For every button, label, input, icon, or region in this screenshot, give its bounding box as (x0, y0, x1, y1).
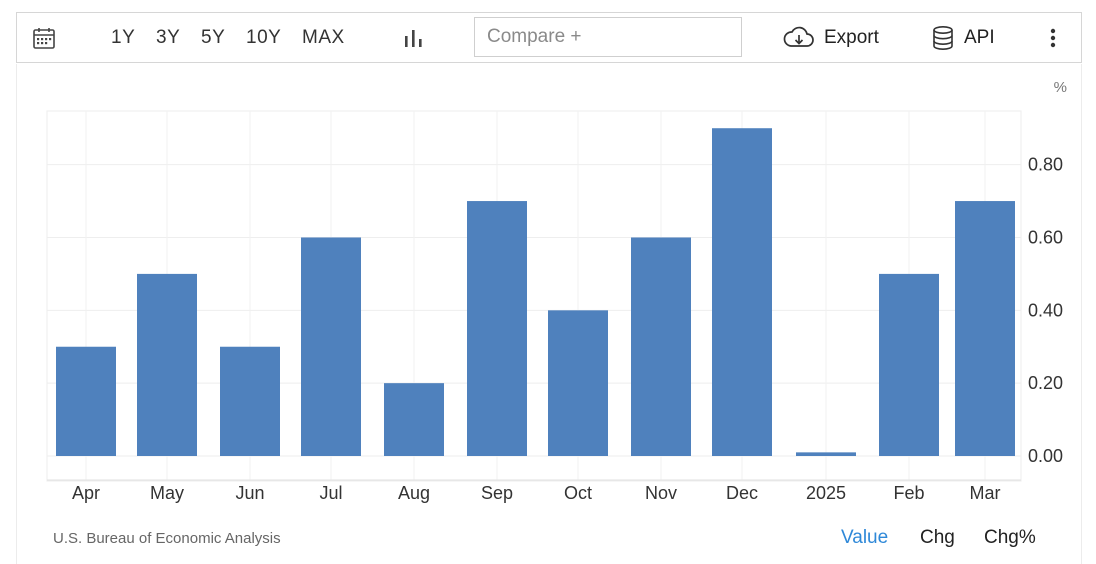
export-label: Export (824, 26, 879, 48)
x-tick-label: 2025 (806, 483, 846, 503)
x-tick-label: Dec (726, 483, 758, 503)
tab-chg[interactable]: Chg (920, 527, 955, 548)
bar-feb[interactable] (879, 273, 939, 456)
x-tick-label: Nov (645, 483, 677, 503)
source-label: U.S. Bureau of Economic Analysis (53, 530, 281, 547)
range-5y-button[interactable]: 5Y (201, 26, 226, 48)
api-label: API (964, 26, 995, 48)
x-tick-label: Jun (235, 483, 264, 503)
more-vertical-icon[interactable] (1049, 13, 1057, 62)
bar-dec[interactable] (712, 128, 772, 457)
x-tick-label: Aug (398, 483, 430, 503)
x-tick-label: Apr (72, 483, 100, 503)
database-icon (933, 25, 953, 50)
bar-mar[interactable] (955, 201, 1015, 456)
y-tick-label: 0.80 (1028, 155, 1063, 175)
range-3y-button[interactable]: 3Y (156, 26, 181, 48)
bar-may[interactable] (137, 273, 197, 456)
x-tick-label: May (150, 483, 184, 503)
chart-toolbar: 1Y 3Y 5Y 10Y MAX Compare + Export API (16, 12, 1082, 63)
bar-aug[interactable] (384, 383, 444, 456)
tab-value[interactable]: Value (841, 527, 889, 548)
calendar-icon[interactable] (32, 13, 56, 62)
bar-apr[interactable] (56, 346, 116, 456)
bar-nov[interactable] (631, 237, 691, 456)
bar-sep[interactable] (467, 201, 527, 456)
range-10y-button[interactable]: 10Y (246, 26, 282, 48)
range-max-button[interactable]: MAX (302, 26, 345, 48)
bar-chart: % 0.00 0.20 0.40 0.60 0.80 Apr May Jun Jul Aug Sep O… (46, 79, 1067, 503)
tab-chg-percent[interactable]: Chg% (984, 527, 1036, 548)
x-tick-label: Mar (970, 483, 1001, 503)
bar-jul[interactable] (301, 237, 361, 456)
x-tick-label: Jul (319, 483, 342, 503)
range-1y-button[interactable]: 1Y (111, 26, 136, 48)
bar-2025[interactable] (796, 452, 856, 456)
unit-label: % (1054, 79, 1067, 96)
x-tick-label: Feb (893, 483, 924, 503)
api-button[interactable]: API (931, 13, 995, 62)
bar-oct[interactable] (548, 310, 608, 456)
y-tick-label: 0.00 (1028, 446, 1063, 466)
bar-jun[interactable] (220, 346, 280, 456)
chart-area: % 0.00 0.20 0.40 0.60 0.80 Apr May Jun Jul Aug Sep O… (16, 64, 1082, 564)
x-tick-label: Oct (564, 483, 592, 503)
bar-chart-icon[interactable] (403, 13, 425, 62)
compare-input[interactable]: Compare + (474, 17, 742, 57)
export-button[interactable]: Export (783, 13, 879, 62)
y-tick-label: 0.40 (1028, 300, 1063, 320)
cloud-download-icon (783, 26, 814, 47)
y-tick-label: 0.20 (1028, 373, 1063, 393)
x-tick-label: Sep (481, 483, 513, 503)
y-tick-label: 0.60 (1028, 227, 1063, 247)
